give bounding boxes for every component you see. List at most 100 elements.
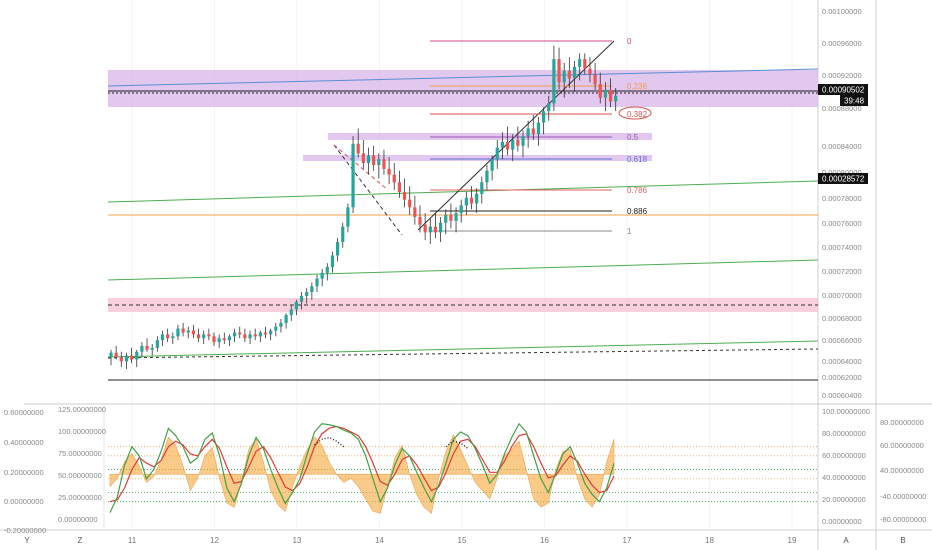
time-axis-label: 18 [705,536,714,545]
osc-right-axis-label: 80.00000000 [822,429,866,438]
candle-body [186,330,190,333]
osc-right-axis-label: 100.00000000 [822,407,870,416]
osc-outer-right-axis-label: 60.00000000 [880,441,924,450]
fibonacci-retracement[interactable]: 0 0.236 0.382 0.5 0.618 0.786 0.886 1 [430,37,652,236]
osc-left-axis-label: 125.00000000 [58,405,106,414]
candle-body [444,215,448,223]
osc-outer-left-axis-label: 0.20000000 [4,468,44,477]
candle-body [341,226,345,242]
osc-outer-left-axis-label: -0.20000000 [4,526,46,535]
candle-body [382,159,386,169]
osc-dotted-signal [445,440,469,450]
green-trendline-lower [107,340,819,358]
trendlines [107,40,819,381]
candle-body [495,147,499,160]
current-price-value: 0.00090502 [822,86,865,95]
candle-body [521,136,525,146]
uptrend-line [417,40,615,231]
candle-body [562,70,566,83]
candle-body [325,267,329,273]
candle-body [279,322,283,327]
candle-body [372,155,376,165]
candle-body [505,141,510,150]
osc-right-axis-label: 20.00000000 [822,495,866,504]
candle-body [284,315,288,323]
resistance-zone [108,70,818,107]
candle-body [536,122,541,135]
candle-body [227,336,232,341]
corner-button-Y: Y [24,536,30,545]
candle-body [516,139,520,146]
candle-body [130,355,134,360]
osc-right-axis-label: 60.00000000 [822,451,866,460]
candle-body [449,215,453,221]
price-axis-label: 0.00074000 [822,243,862,252]
candle-body [145,345,149,350]
candle-body [480,182,484,194]
candle-body [500,141,504,148]
candle-body [269,330,273,335]
candle-body [336,242,340,256]
osc-outer-left-axis-label: 0.00000000 [4,497,44,506]
time-axis-label: 15 [458,536,467,545]
osc-dotted-signal [314,436,345,448]
candle-body [572,66,577,79]
candle-body [356,143,360,154]
price-tags: 0.00090502 39:48 0.00028572 [818,84,868,184]
time-axis-label: 19 [788,536,797,545]
candle-body [243,334,247,339]
candle-body [299,295,304,302]
fib-zone-0.618 [303,155,652,161]
candle-body [109,352,113,358]
candle-body [608,89,613,102]
candle-body [320,272,324,279]
osc-right-axis-label: 0.00000000 [822,517,862,526]
candle-body [459,205,463,214]
candle-body [552,59,556,104]
fib-label-0.618: 0.618 [627,155,648,164]
candle-body [454,213,458,221]
candle-body [114,352,118,358]
candle-body [469,197,474,204]
price-axis-label: 0.00062000 [822,373,862,382]
candle-body [464,197,468,206]
price-axis-label: 0.00076000 [822,219,862,228]
price-axis-label: 0.00100000 [822,7,862,16]
fib-label-1: 1 [627,227,632,236]
candle-body [387,168,391,175]
candle-body [171,336,175,339]
downtrend-dashed-red [333,144,389,191]
candle-body [202,334,206,339]
candle-body [310,286,314,293]
price-axis-label: 0.00084000 [822,142,862,151]
price-axis-label: 0.00066000 [822,336,862,345]
candle-body [274,326,278,331]
candle-body [294,301,298,310]
green-trendline-upper [107,180,819,203]
candle-body [485,170,489,183]
candle-body [305,292,309,296]
candle-body [428,226,432,233]
price-axis-label: 0.00072000 [822,267,862,276]
candle-body [124,355,129,362]
price-axis-label: 0.00078000 [822,194,862,203]
candle-body [289,309,293,316]
osc-signal-red [109,425,615,503]
osc-main-green [109,422,615,513]
oscillator-pane [108,422,818,514]
candles [109,45,618,370]
osc-left-axis-label: 75.00000000 [58,449,102,458]
current-price-tag [818,84,868,95]
blue-trendline [107,68,819,87]
time-axis-label: 11 [128,536,137,545]
candle-body [366,155,371,164]
candle-body [614,95,618,102]
candle-body [413,207,417,217]
candle-body [222,338,226,341]
green-trendline-middle [107,259,819,281]
candle-body [248,334,252,339]
osc-left-axis-label: 100.00000000 [58,427,106,436]
osc-outer-left-axis-label: 0.60000000 [4,408,44,417]
candle-body [475,193,479,204]
